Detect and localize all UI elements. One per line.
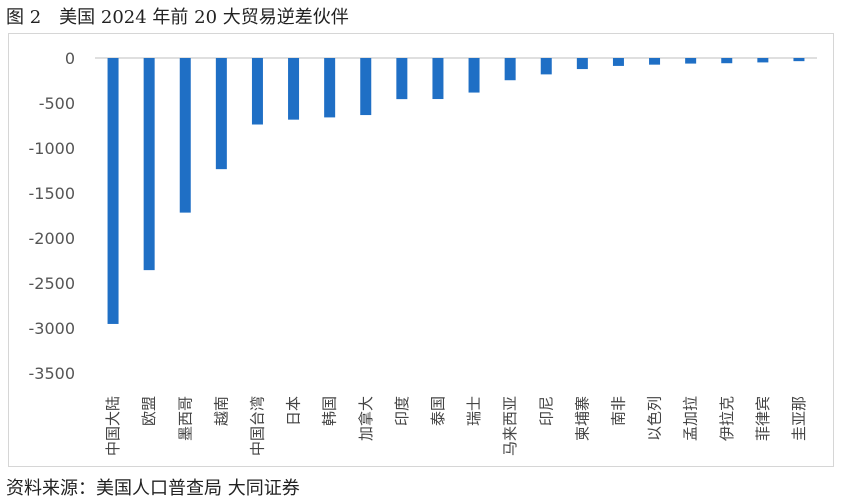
bar-中国台湾 — [251, 58, 263, 125]
bar-瑞士 — [468, 58, 480, 93]
x-tick-label: 加拿大 — [357, 396, 375, 441]
bar-以色列 — [649, 58, 661, 65]
y-tick-label: -3000 — [29, 319, 76, 338]
bar-日本 — [288, 58, 300, 120]
x-tick-label: 中国台湾 — [248, 396, 266, 456]
x-tick-label: 马来西亚 — [501, 396, 519, 456]
x-tick-label: 日本 — [285, 396, 303, 426]
x-tick-label: 圭亚那 — [790, 396, 808, 441]
y-tick-label: -3500 — [29, 364, 76, 383]
x-tick-label: 瑞士 — [465, 396, 483, 426]
x-tick-label: 泰国 — [429, 396, 447, 426]
x-tick-label: 墨西哥 — [176, 396, 194, 441]
x-tick-label: 柬埔寨 — [573, 396, 591, 441]
bar-韩国 — [324, 58, 336, 118]
y-tick-label: 0 — [65, 49, 75, 68]
y-tick-label: -1000 — [29, 139, 76, 158]
bar-南非 — [612, 58, 624, 66]
x-tick-label: 印尼 — [537, 396, 555, 426]
y-tick-label: -2500 — [29, 274, 76, 293]
x-tick-label: 韩国 — [321, 396, 339, 426]
y-tick-label: -2000 — [29, 229, 76, 248]
y-tick-label: -1500 — [29, 184, 76, 203]
bar-欧盟 — [143, 58, 155, 271]
x-tick-label: 南非 — [609, 396, 627, 426]
bar-墨西哥 — [179, 58, 191, 213]
bar-加拿大 — [360, 58, 372, 116]
x-axis: 中国大陆 欧盟 墨西哥 越南 中国台湾 日本 韩国 加拿大 印度 泰国 瑞士 马来西亚 印尼 柬埔寨 南非以… — [104, 396, 808, 456]
chart-container: 0 -500 -1000 -1500 -2000 -2500 -3000 -3500 中国大陆… — [8, 33, 834, 467]
source-note: 资料来源：美国人口普查局 大同证券 — [6, 478, 300, 499]
bar-chart: 0 -500 -1000 -1500 -2000 -2500 -3000 -3500 中国大陆… — [29, 49, 817, 456]
bar-马来西亚 — [504, 58, 516, 81]
x-tick-label: 越南 — [212, 396, 230, 426]
bar-越南 — [215, 58, 227, 170]
x-tick-label: 印度 — [393, 396, 411, 426]
bar-孟加拉 — [685, 58, 697, 64]
y-tick-label: -500 — [39, 94, 75, 113]
x-tick-label: 伊拉克 — [718, 396, 736, 441]
bar-伊拉克 — [721, 58, 733, 64]
bar-柬埔寨 — [576, 58, 588, 70]
y-axis: 0 -500 -1000 -1500 -2000 -2500 -3000 -3500 — [29, 49, 817, 383]
bars-group — [107, 58, 805, 324]
bar-印尼 — [540, 58, 552, 75]
x-tick-label: 欧盟 — [140, 396, 158, 426]
x-tick-label: 以色列 — [646, 396, 664, 441]
x-tick-label: 孟加拉 — [682, 396, 700, 441]
bar-泰国 — [432, 58, 444, 100]
x-tick-label: 中国大陆 — [104, 396, 122, 456]
bar-中国大陆 — [107, 58, 119, 324]
bar-圭亚那 — [793, 58, 805, 62]
figure-title: 图 2 美国 2024 年前 20 大贸易逆差伙伴 — [6, 7, 349, 28]
x-tick-label: 菲律宾 — [754, 396, 772, 441]
bar-菲律宾 — [757, 58, 769, 63]
bar-印度 — [396, 58, 408, 100]
